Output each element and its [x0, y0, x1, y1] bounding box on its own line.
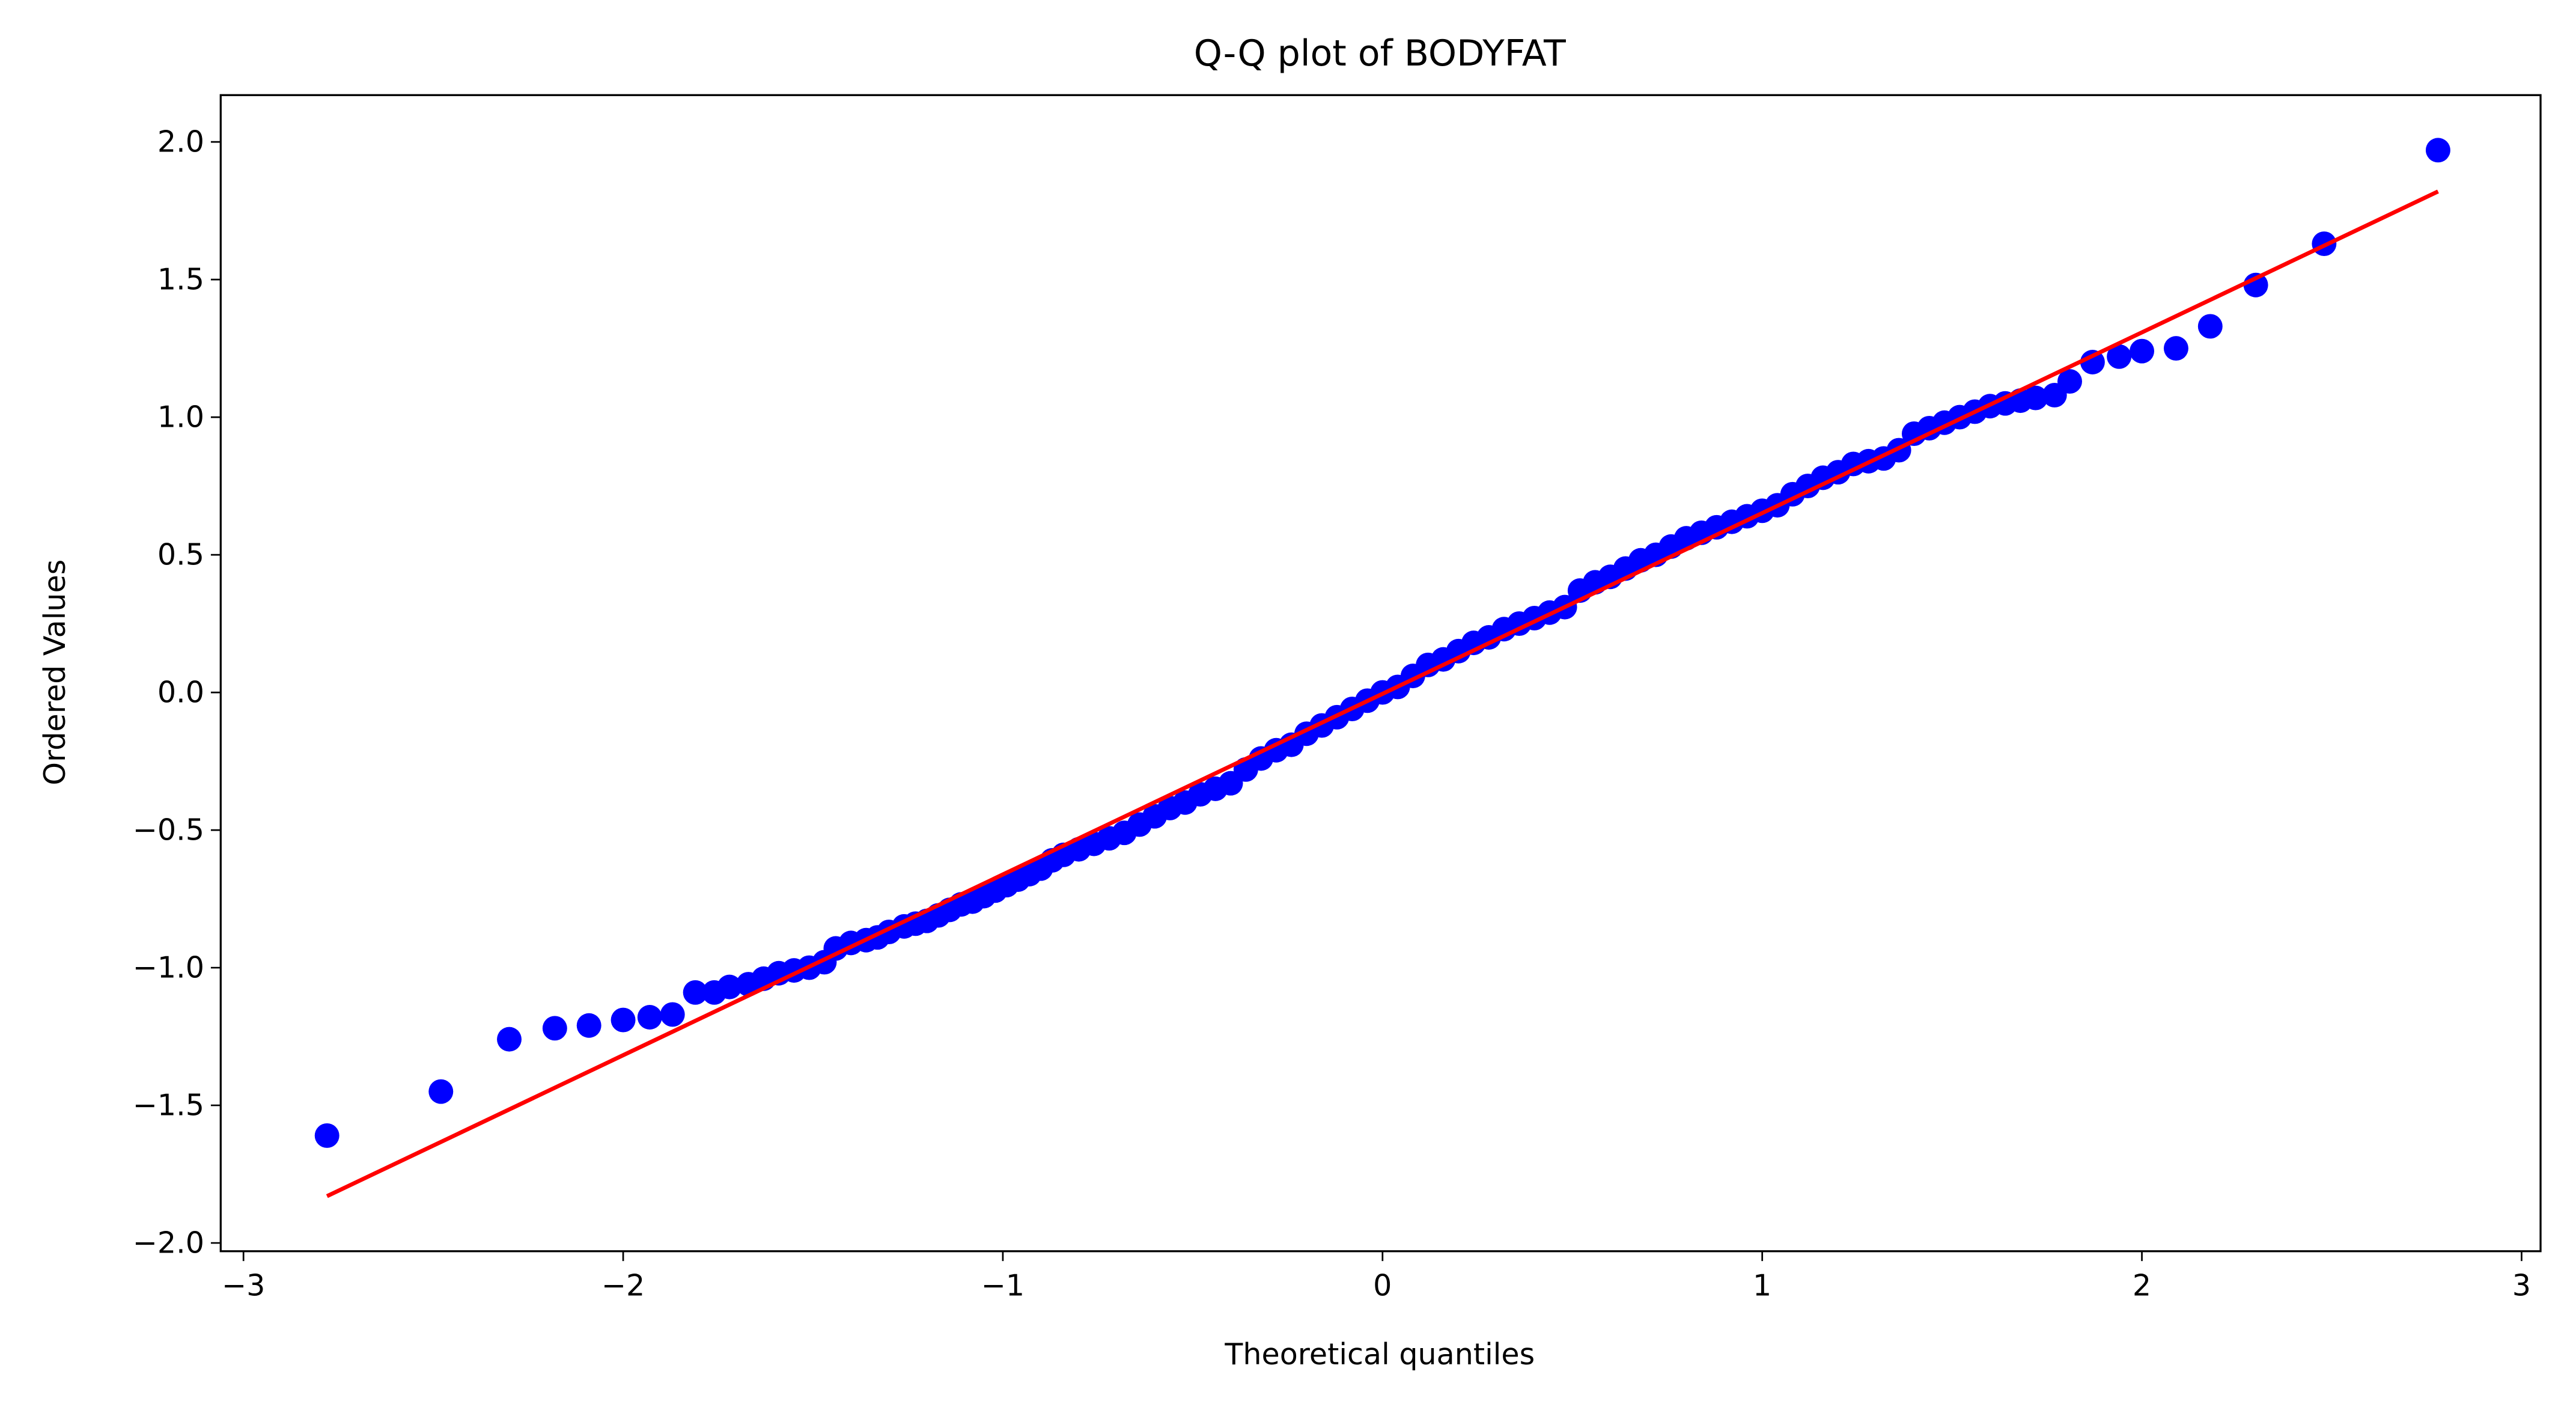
point [660, 1002, 685, 1027]
y-tick-label: 2.0 [157, 124, 204, 159]
point [2197, 314, 2223, 339]
point [2023, 385, 2048, 411]
y-tick-label: 1.0 [157, 399, 204, 434]
x-tick-label: 2 [2133, 1268, 2151, 1302]
point [683, 980, 708, 1005]
x-tick-label: 0 [1373, 1268, 1392, 1302]
plot-frame [219, 94, 2542, 1253]
point [2107, 344, 2132, 369]
y-tick-label: 1.5 [157, 261, 204, 296]
y-axis-label: Ordered Values [37, 560, 72, 786]
x-tick-label: 3 [2512, 1268, 2531, 1302]
point [576, 1013, 601, 1038]
y-tick-label: −2.0 [133, 1225, 204, 1260]
y-tick-label: 0.0 [157, 674, 204, 709]
x-tick-label: 1 [1753, 1268, 1771, 1302]
point [2130, 338, 2155, 364]
fit-line [326, 189, 2439, 1198]
x-tick-label: −3 [222, 1268, 265, 1302]
chart-title: Q-Q plot of BODYFAT [1194, 32, 1566, 75]
point [637, 1005, 662, 1030]
y-tick-label: −0.5 [133, 812, 204, 847]
point [2425, 138, 2450, 163]
y-tick-label: 0.5 [157, 537, 204, 572]
x-axis-label: Theoretical quantiles [1224, 1337, 1535, 1372]
x-tick-label: −1 [981, 1268, 1025, 1302]
x-tick-label: −2 [601, 1268, 645, 1302]
point [611, 1007, 636, 1033]
point [2080, 350, 2105, 374]
y-tick-label: −1.0 [133, 950, 204, 984]
point [314, 1123, 340, 1148]
y-tick-label: −1.5 [133, 1087, 204, 1122]
point [497, 1027, 522, 1052]
point [2057, 369, 2082, 394]
point [2163, 336, 2188, 361]
point [542, 1016, 567, 1041]
point [428, 1079, 454, 1104]
point [717, 974, 742, 1000]
